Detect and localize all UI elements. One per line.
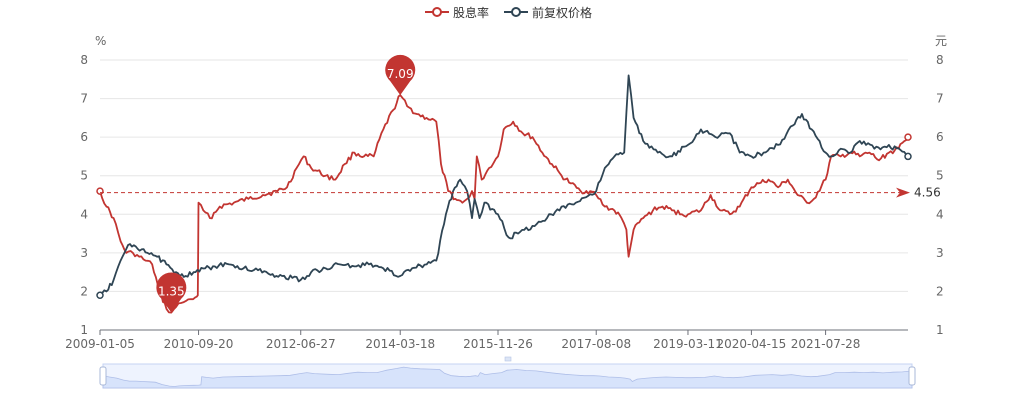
y-right-tick-label: 3	[936, 246, 944, 260]
legend-label: 前复权价格	[532, 5, 592, 20]
mark-point-label: 1.35	[158, 285, 185, 299]
y-left-tick-label: 8	[80, 53, 88, 67]
y-right-unit: 元	[935, 34, 947, 48]
y-left-tick-label: 2	[80, 284, 88, 298]
x-tick-label: 2017-08-08	[561, 337, 631, 351]
zoom-handle-left[interactable]	[99, 366, 107, 386]
y-left-unit: %	[95, 34, 106, 48]
pin-icon	[385, 54, 416, 96]
series-point	[96, 187, 104, 195]
grid	[100, 59, 908, 292]
series-point	[904, 133, 912, 141]
y-right-tick-label: 5	[936, 169, 944, 183]
x-tick-label: 2010-09-20	[164, 337, 234, 351]
zoom-preview	[102, 366, 913, 389]
y-right-tick-label: 8	[936, 53, 944, 67]
y-left-tick-label: 1	[80, 323, 88, 337]
mark-point-pin: 1.35	[156, 272, 187, 313]
y-right-tick-label: 2	[936, 284, 944, 298]
x-tick-label: 2015-11-26	[463, 337, 533, 351]
data-zoom-slider[interactable]	[99, 356, 916, 389]
y-right-tick-label: 4	[936, 207, 944, 221]
mark-point-label: 7.09	[387, 67, 414, 81]
zoom-move-handle[interactable]	[504, 356, 512, 362]
pin-icon	[156, 272, 187, 313]
x-tick-label: 2020-04-15	[717, 337, 787, 351]
y-right-tick-label: 1	[936, 323, 944, 337]
legend-marker-icon	[511, 7, 521, 17]
x-tick-label: 2019-03-11	[653, 337, 723, 351]
series-point	[96, 291, 104, 300]
mark-line-label: 4.56	[914, 186, 941, 200]
zoom-handle-right[interactable]	[908, 366, 916, 386]
y-right-tick-label: 7	[936, 92, 944, 106]
x-tick-label: 2014-03-18	[365, 337, 435, 351]
x-tick-label: 2009-01-05	[65, 337, 135, 351]
x-tick-label: 2021-07-28	[791, 337, 861, 351]
legend-item-1[interactable]: 前复权价格	[504, 5, 592, 20]
mark-point-pin: 7.09	[385, 54, 416, 96]
mark-line-arrow-icon	[896, 187, 910, 198]
y-right-tick-label: 6	[936, 130, 944, 144]
legend-marker-icon	[432, 7, 442, 17]
x-tick-label: 2012-06-27	[266, 337, 336, 351]
series-line-dividend	[99, 94, 909, 314]
y-left-tick-label: 3	[80, 246, 88, 260]
y-left-tick-label: 5	[80, 169, 88, 183]
series-line-price	[99, 74, 909, 296]
legend-item-0[interactable]: 股息率	[425, 5, 489, 20]
y-left-tick-label: 4	[80, 207, 88, 221]
series-point	[904, 152, 912, 161]
y-left-tick-label: 7	[80, 92, 88, 106]
legend-label: 股息率	[453, 5, 489, 20]
y-left-tick-label: 6	[80, 130, 88, 144]
